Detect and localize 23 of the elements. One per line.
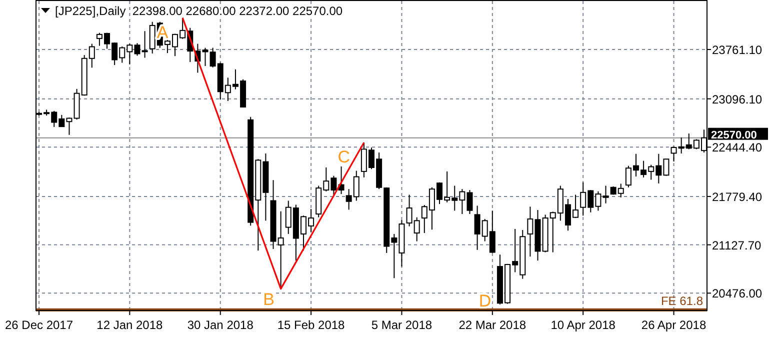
y-tick-label: 21127.70 [712,238,762,252]
x-tick-label: 5 Mar 2018 [371,318,432,332]
ref-line-label: FE 61.8 [660,294,704,308]
annotation: C [338,148,350,166]
x-tick-label: 26 Apr 2018 [641,318,706,332]
y-tick-label: 20476.00 [712,286,762,301]
x-tick-label: 12 Jan 2018 [96,318,164,332]
annotation: D [478,291,492,310]
y-tick-label: 22444.40 [712,140,762,155]
x-tick-label: 10 Apr 2018 [550,318,616,332]
x-tick-label: 26 Dec 2017 [4,318,74,332]
candlestick [602,185,609,204]
ref-line-label: 22570.00 [711,129,757,142]
candlestick [527,206,534,258]
y-tick-label: 23096.10 [712,92,762,106]
y-tick-label: 23761.10 [712,42,762,57]
candlestick [142,30,148,58]
chart-title: [JP225],Daily 22398.00 22680.00 22372.00 22570.00 [55,4,343,18]
x-tick-label: 30 Jan 2018 [187,318,254,332]
y-tick-label: 21779.40 [712,190,762,204]
x-tick-label: 22 Mar 2018 [458,318,526,332]
annotation: B [263,290,274,309]
x-tick-label: 15 Feb 2018 [277,318,346,332]
